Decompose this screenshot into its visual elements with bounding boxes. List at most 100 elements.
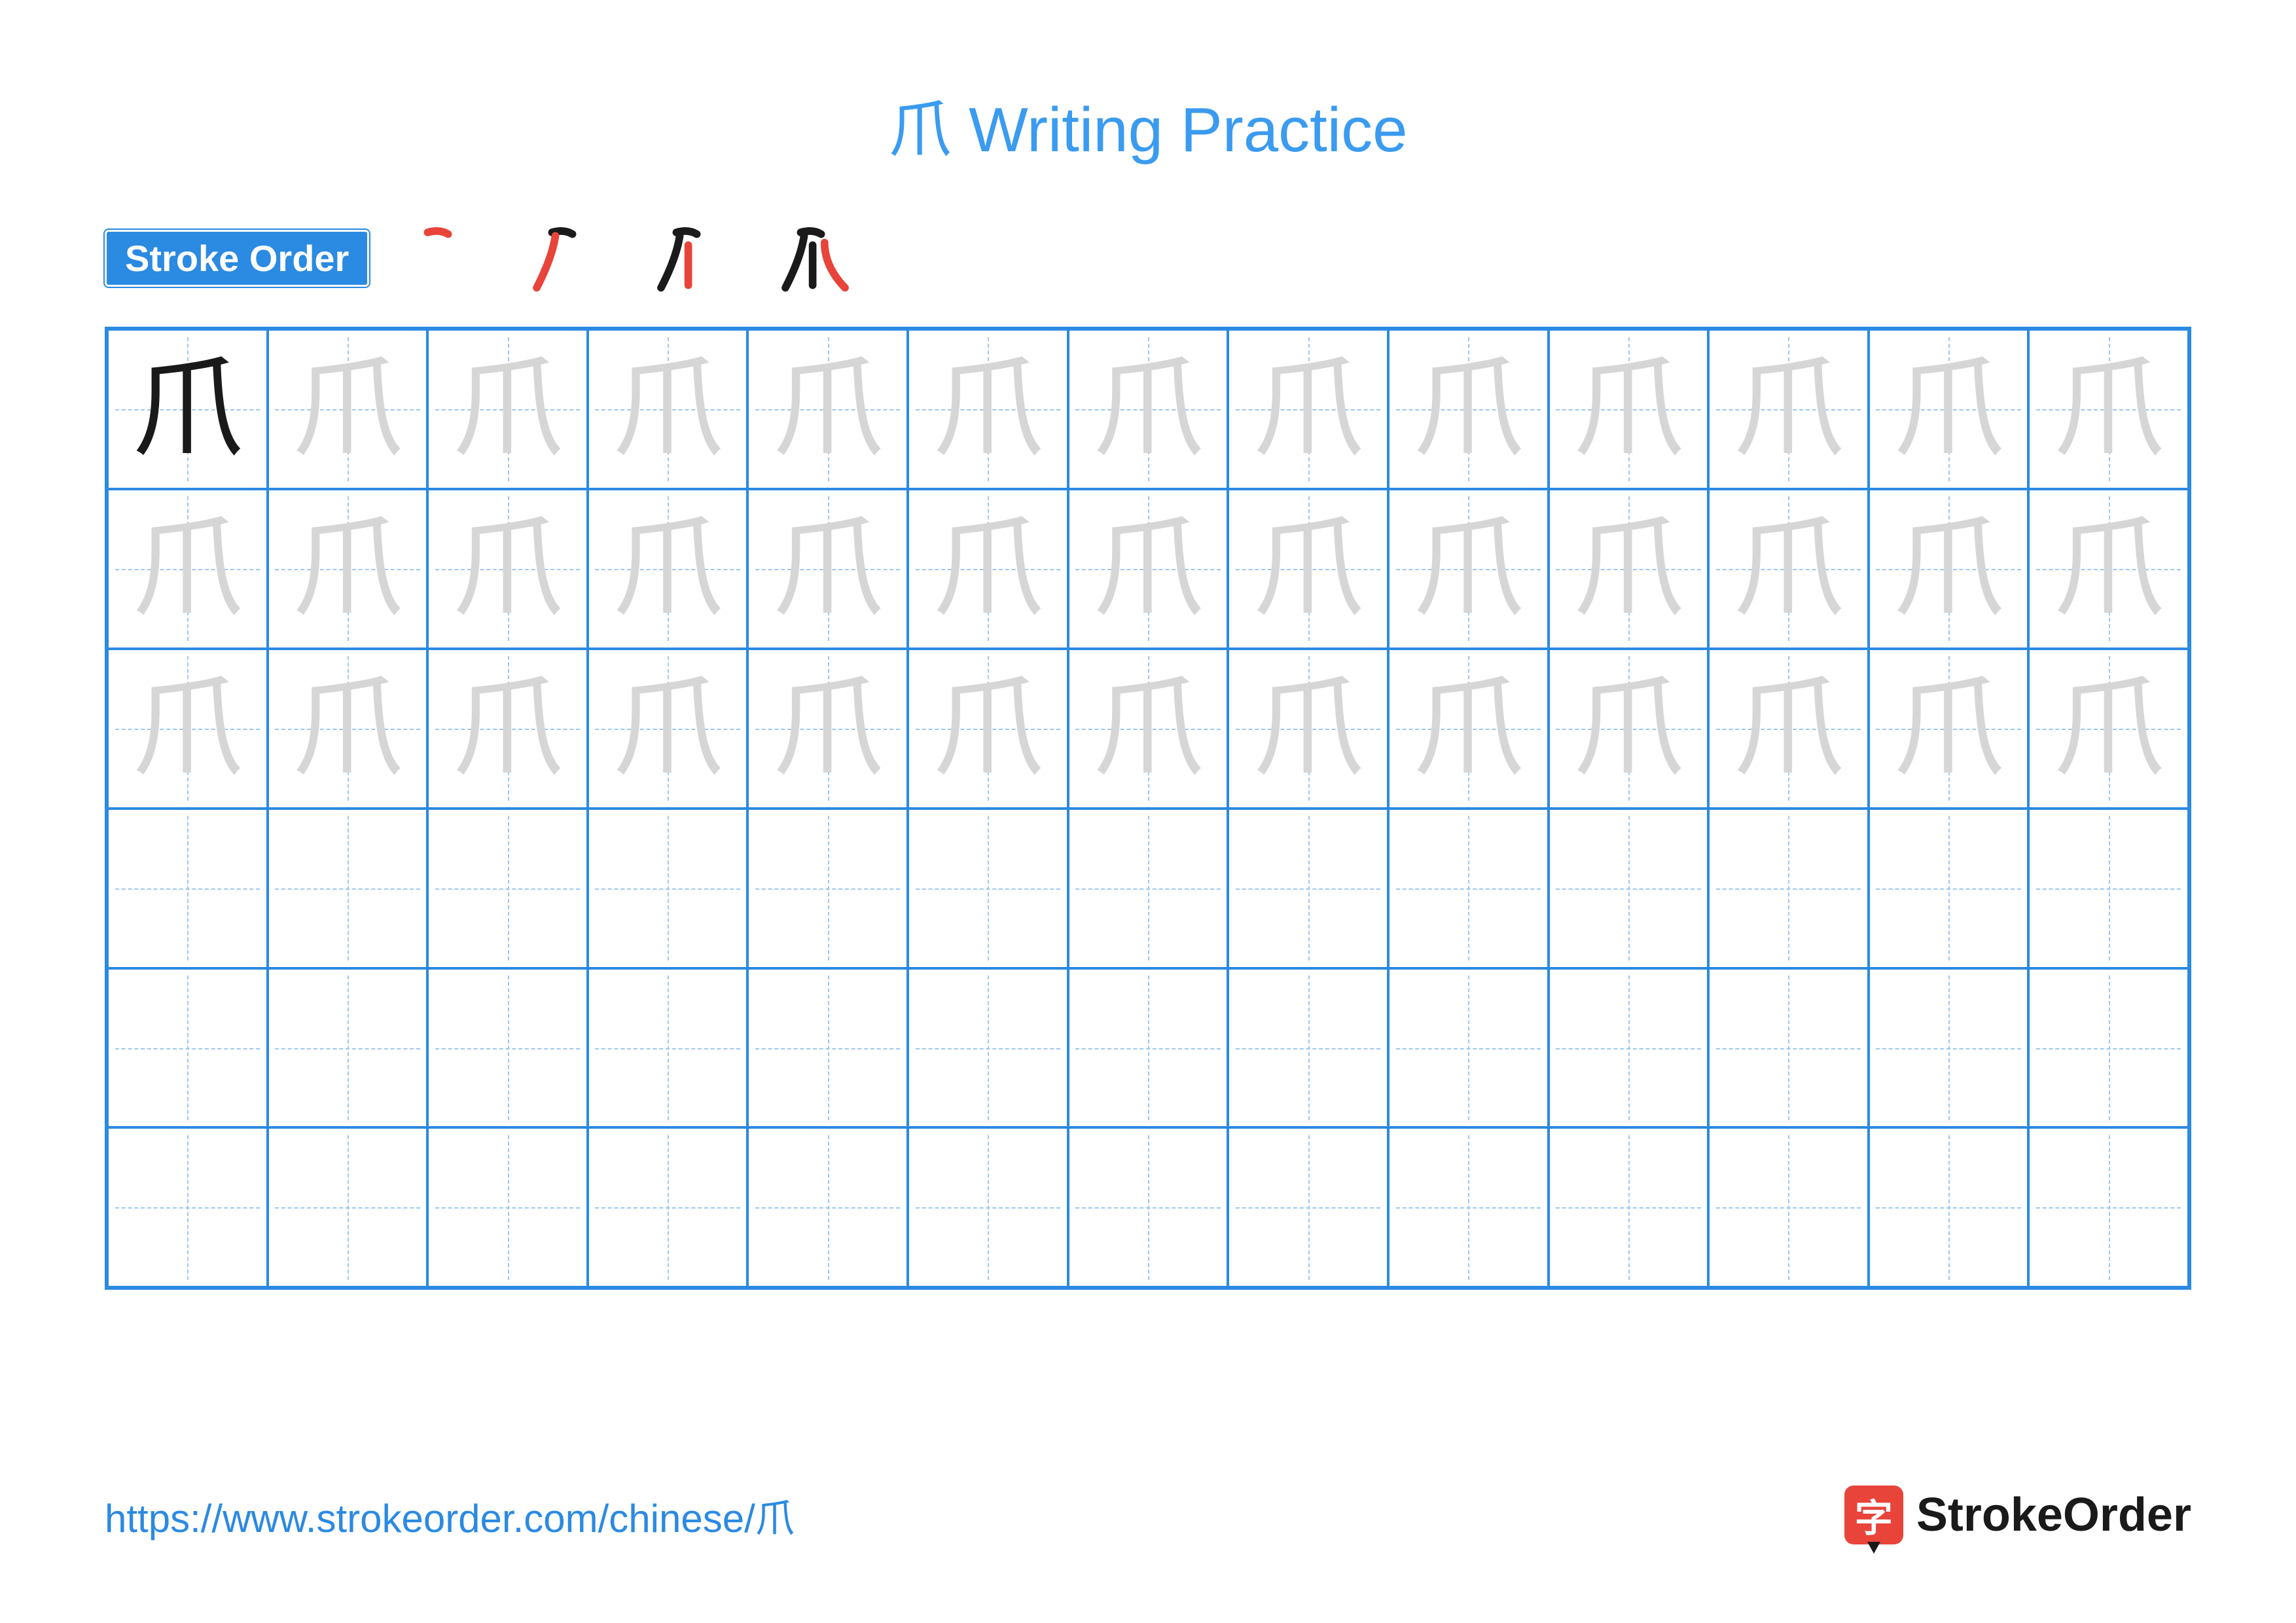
grid-cell: 爪 <box>1549 329 1709 489</box>
trace-char: 爪 <box>1732 673 1844 784</box>
grid-cell: 爪 <box>1708 489 1869 649</box>
grid-cell <box>1068 1127 1229 1287</box>
grid-cell <box>588 968 748 1128</box>
grid-cell: 爪 <box>1228 649 1388 809</box>
stroke-order-badge: Stroke Order <box>105 230 369 287</box>
stroke-step-1 <box>395 215 480 301</box>
grid-cell <box>107 968 268 1128</box>
grid-cell: 爪 <box>1549 649 1709 809</box>
grid-cell <box>2028 809 2189 968</box>
trace-char: 爪 <box>1893 513 2004 625</box>
grid-cell <box>1708 1127 1869 1287</box>
grid-cell <box>107 1127 268 1287</box>
grid-cell <box>427 809 588 968</box>
stroke-step-2 <box>520 215 605 301</box>
grid-cell: 爪 <box>588 329 748 489</box>
brand-icon: 字 <box>1844 1486 1903 1544</box>
trace-char: 爪 <box>612 354 723 465</box>
grid-cell <box>1068 968 1229 1128</box>
footer: https://www.strokeorder.com/chinese/爪 字 … <box>105 1486 2191 1544</box>
trace-char: 爪 <box>1412 513 1524 625</box>
grid-cell: 爪 <box>1708 649 1869 809</box>
grid-cell <box>268 1127 428 1287</box>
grid-cell: 爪 <box>588 489 748 649</box>
grid-cell <box>1869 1127 2029 1287</box>
grid-cell <box>1228 1127 1388 1287</box>
grid-cell: 爪 <box>268 329 428 489</box>
grid-cell: 爪 <box>1068 329 1229 489</box>
grid-cell: 爪 <box>1869 329 2029 489</box>
trace-char: 爪 <box>132 513 243 625</box>
grid-cell <box>908 968 1068 1128</box>
trace-char: 爪 <box>292 673 403 784</box>
grid-cell <box>1708 809 1869 968</box>
grid-cell <box>2028 968 2189 1128</box>
grid-cell <box>747 968 908 1128</box>
brand-logo: 字 StrokeOrder <box>1844 1486 2191 1544</box>
grid-cell <box>2028 1127 2189 1287</box>
trace-char: 爪 <box>612 513 723 625</box>
grid-cell <box>107 809 268 968</box>
grid-cell: 爪 <box>747 649 908 809</box>
trace-char: 爪 <box>452 673 564 784</box>
grid-cell: 爪 <box>1228 489 1388 649</box>
trace-char: 爪 <box>292 513 403 625</box>
grid-cell <box>1549 1127 1709 1287</box>
grid-cell: 爪 <box>107 329 268 489</box>
trace-char: 爪 <box>1573 354 1684 465</box>
grid-cell: 爪 <box>107 489 268 649</box>
trace-char: 爪 <box>932 354 1043 465</box>
grid-cell <box>268 968 428 1128</box>
trace-char: 爪 <box>1412 673 1524 784</box>
trace-char: 爪 <box>1732 354 1844 465</box>
grid-cell: 爪 <box>427 489 588 649</box>
grid-cell: 爪 <box>908 649 1068 809</box>
trace-char: 爪 <box>292 354 403 465</box>
grid-cell: 爪 <box>2028 489 2189 649</box>
grid-cell: 爪 <box>747 489 908 649</box>
grid-cell: 爪 <box>1388 489 1549 649</box>
source-url: https://www.strokeorder.com/chinese/爪 <box>105 1487 795 1544</box>
trace-char: 爪 <box>1893 673 2004 784</box>
grid-cell: 爪 <box>1388 329 1549 489</box>
trace-char: 爪 <box>2053 513 2164 625</box>
grid-cell <box>908 809 1068 968</box>
grid-cell: 爪 <box>268 649 428 809</box>
stroke-step-3 <box>644 215 729 301</box>
stroke-order-row: Stroke Order <box>105 215 2191 301</box>
grid-cell: 爪 <box>1388 649 1549 809</box>
grid-cell: 爪 <box>908 489 1068 649</box>
trace-char: 爪 <box>1092 354 1204 465</box>
grid-cell <box>1388 809 1549 968</box>
grid-cell: 爪 <box>908 329 1068 489</box>
grid-cell <box>1388 968 1549 1128</box>
grid-cell <box>588 809 748 968</box>
trace-char: 爪 <box>132 673 243 784</box>
grid-cell <box>908 1127 1068 1287</box>
trace-char: 爪 <box>452 513 564 625</box>
trace-char: 爪 <box>1253 354 1364 465</box>
trace-char: 爪 <box>612 673 723 784</box>
stroke-step-4 <box>768 215 853 301</box>
grid-cell: 爪 <box>1869 649 2029 809</box>
grid-cell: 爪 <box>2028 649 2189 809</box>
grid-cell: 爪 <box>588 649 748 809</box>
grid-cell <box>1549 809 1709 968</box>
grid-cell <box>588 1127 748 1287</box>
trace-char: 爪 <box>772 673 884 784</box>
grid-cell <box>747 1127 908 1287</box>
grid-cell <box>1549 968 1709 1128</box>
grid-cell <box>427 1127 588 1287</box>
grid-cell <box>427 968 588 1128</box>
grid-cell <box>1228 809 1388 968</box>
practice-grid: 爪爪爪爪爪爪爪爪爪爪爪爪爪爪爪爪爪爪爪爪爪爪爪爪爪爪爪爪爪爪爪爪爪爪爪爪爪爪爪 <box>105 327 2191 1290</box>
trace-char: 爪 <box>772 354 884 465</box>
trace-char: 爪 <box>772 513 884 625</box>
stroke-steps <box>395 215 853 301</box>
grid-cell: 爪 <box>747 329 908 489</box>
trace-char: 爪 <box>1253 673 1364 784</box>
grid-cell: 爪 <box>1869 489 2029 649</box>
trace-char: 爪 <box>1573 673 1684 784</box>
grid-cell <box>1869 809 2029 968</box>
grid-cell: 爪 <box>427 329 588 489</box>
